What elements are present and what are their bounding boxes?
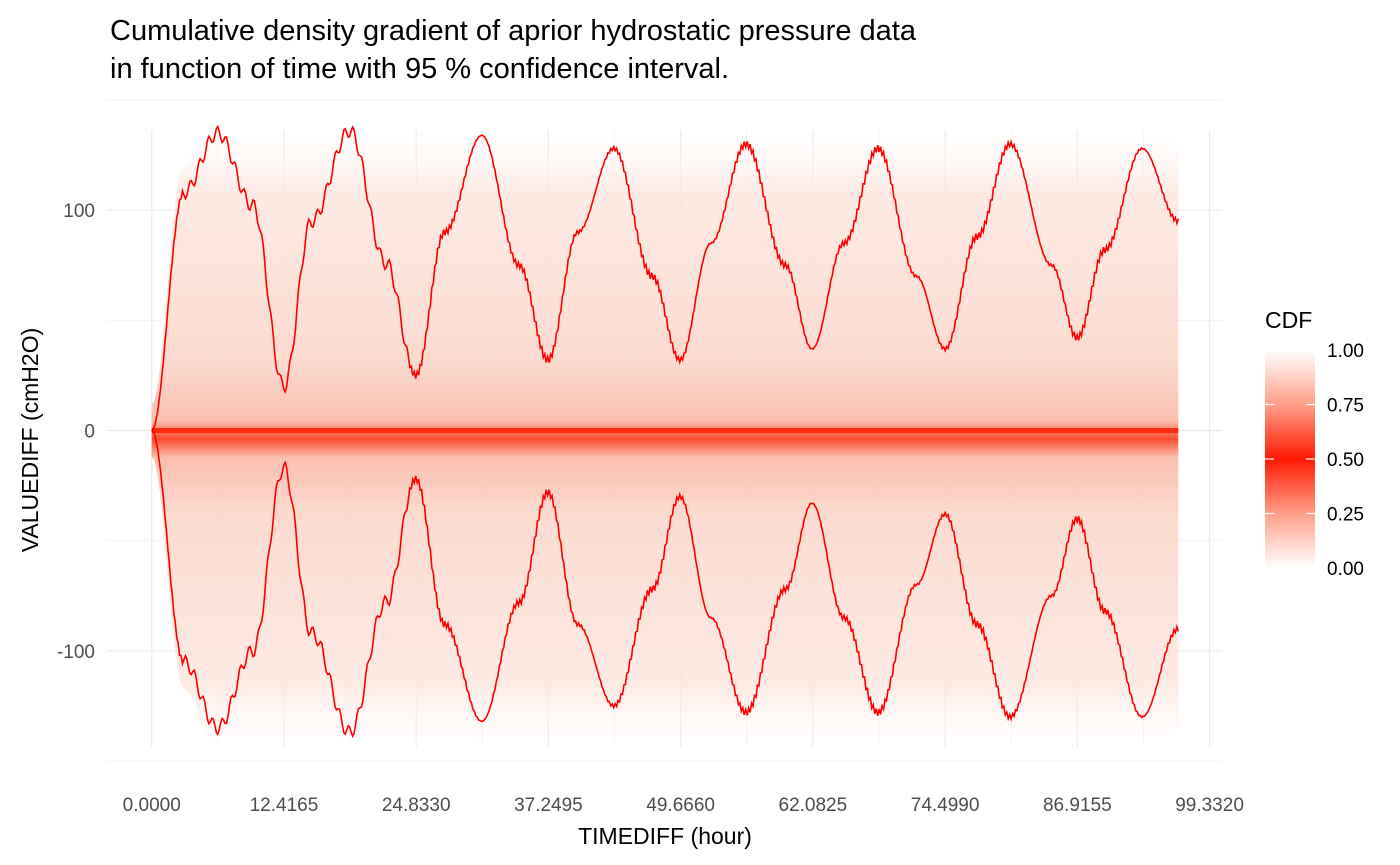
- x-tick-label: 24.8330: [382, 795, 451, 816]
- x-tick-label: 74.4990: [911, 795, 980, 816]
- y-tick-label: -100: [57, 642, 95, 663]
- legend-label: 0.25: [1327, 505, 1364, 526]
- lower-bound-line: [151, 429, 1180, 739]
- legend-ticks: 1.00 0.75 0.50 0.25 0.00: [1265, 341, 1364, 580]
- legend-label: 0.50: [1327, 450, 1364, 471]
- legend-label: 0.00: [1327, 559, 1364, 580]
- x-tick-label: 0.0000: [123, 795, 181, 816]
- x-tick-label: 12.4165: [250, 795, 319, 816]
- x-tick-label: 99.3320: [1175, 795, 1244, 816]
- x-axis-ticks: 0.0000 12.4165 24.8330 37.2495 49.6660 62.082…: [123, 795, 1244, 816]
- legend-label: 1.00: [1327, 341, 1364, 362]
- y-tick-label: 100: [63, 201, 95, 222]
- y-axis-title: VALUEDIFF (cmH2O): [17, 328, 43, 552]
- x-tick-label: 86.9155: [1043, 795, 1112, 816]
- confidence-lines: [151, 124, 1180, 739]
- chart-title-line-2: in function of time with 95 % confidence…: [110, 53, 729, 85]
- x-tick-label: 49.6660: [646, 795, 715, 816]
- x-tick-label: 62.0825: [779, 795, 848, 816]
- y-axis-ticks: -100 0 100: [57, 201, 95, 663]
- legend: CDF 1.00 0.75 0.50 0.25 0.00: [1265, 307, 1364, 580]
- chart-title-line-1: Cumulative density gradient of aprior hy…: [110, 15, 917, 47]
- gradient-band: [151, 104, 1179, 759]
- x-axis-title: TIMEDIFF (hour): [578, 823, 752, 849]
- upper-bound-line: [151, 124, 1180, 432]
- legend-title: CDF: [1265, 307, 1312, 333]
- legend-label: 0.75: [1327, 396, 1364, 417]
- y-tick-label: 0: [84, 421, 95, 442]
- x-tick-label: 37.2495: [514, 795, 583, 816]
